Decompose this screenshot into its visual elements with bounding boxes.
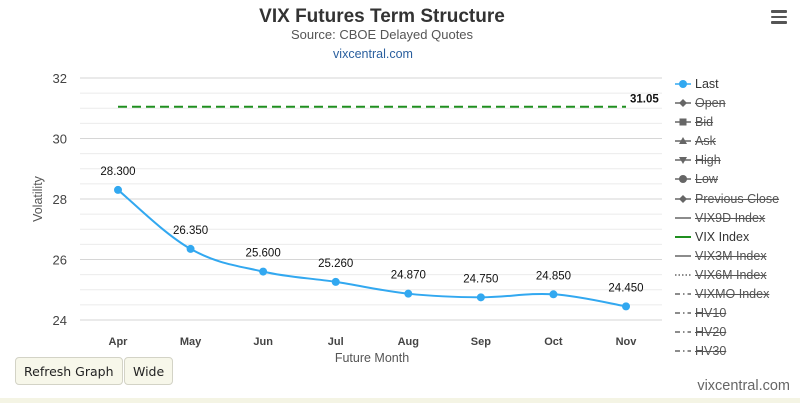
legend-item[interactable]: HV10 (673, 305, 800, 324)
legend-label: Bid (695, 115, 714, 130)
data-label: 28.300 (100, 166, 135, 178)
legend-item[interactable]: Open (673, 95, 800, 114)
legend-item[interactable]: VIX9D Index (673, 210, 800, 229)
data-label: 26.350 (173, 225, 208, 237)
x-tick-label: May (180, 336, 202, 348)
legend-label: Low (695, 172, 718, 187)
last-series-point (186, 244, 195, 253)
legend-label: VIX3M Index (695, 248, 767, 263)
legend-label: HV30 (695, 344, 727, 359)
data-label: 24.450 (608, 282, 643, 294)
legend-item[interactable]: VIX6M Index (673, 267, 800, 286)
chart-subtitle: Source: CBOE Delayed Quotes (290, 27, 474, 42)
y-tick-label: 24 (53, 313, 67, 328)
vix-index-label: 31.05 (630, 94, 659, 106)
last-series-point (404, 289, 413, 298)
bottom-bar (0, 398, 800, 403)
legend-symbol-icon (675, 194, 691, 203)
y-tick-label: 28 (53, 192, 67, 207)
site-link[interactable]: vixcentral.com (333, 47, 413, 61)
last-series-point (549, 290, 558, 299)
legend-item[interactable]: Low (673, 171, 800, 190)
data-label: 24.850 (536, 270, 571, 282)
x-tick-label: Nov (616, 336, 638, 348)
legend-symbol-icon (675, 216, 691, 219)
y-tick-label: 32 (53, 71, 67, 86)
legend-symbol-icon (675, 350, 691, 353)
y-tick-label: 30 (53, 132, 67, 147)
legend-symbol-icon (675, 331, 691, 333)
legend-label: Ask (695, 134, 716, 149)
x-tick-label: Oct (544, 336, 563, 348)
legend-item[interactable]: VIX3M Index (673, 248, 800, 267)
refresh-graph-button[interactable]: Refresh Graph (15, 357, 123, 385)
legend-symbol-icon (675, 312, 691, 314)
chart-title: VIX Futures Term Structure (259, 6, 505, 27)
legend-item[interactable]: HV20 (673, 324, 800, 343)
legend-symbol-icon (675, 99, 691, 108)
legend-symbol-icon (675, 175, 691, 184)
legend-label: VIX6M Index (695, 267, 767, 282)
legend-item[interactable]: Previous Close (673, 191, 800, 210)
last-series-point (331, 277, 340, 286)
chart-legend: Last Open Bid Ask High Low Previous Close VIX9D… (673, 76, 800, 362)
legend-item[interactable]: VIX Index (673, 229, 800, 248)
data-label: 24.870 (391, 270, 426, 282)
legend-item[interactable]: HV30 (673, 343, 800, 362)
legend-item[interactable]: Last (673, 76, 800, 95)
legend-symbol-icon (675, 293, 691, 295)
legend-label: Open (695, 96, 726, 111)
legend-item[interactable]: High (673, 152, 800, 171)
data-label: 25.260 (318, 258, 353, 270)
legend-label: Last (695, 77, 719, 91)
legend-label: HV20 (695, 325, 727, 340)
data-label: 24.750 (463, 273, 498, 285)
legend-label: VIX Index (695, 229, 750, 244)
hamburger-menu-icon[interactable] (771, 10, 787, 24)
legend-symbol-icon (675, 274, 691, 276)
legend-symbol-icon (675, 137, 691, 145)
footer-brand: vixcentral.com (697, 378, 790, 394)
legend-symbol-icon (675, 80, 691, 88)
legend-symbol-icon (675, 235, 691, 238)
y-axis-label: Volatility (31, 175, 45, 222)
y-tick-label: 26 (53, 253, 67, 268)
x-tick-label: Apr (109, 336, 129, 348)
legend-symbol-icon (675, 255, 691, 257)
legend-symbol-icon (675, 118, 691, 126)
legend-label: HV10 (695, 306, 727, 321)
legend-item[interactable]: Bid (673, 114, 800, 133)
legend-label: Previous Close (695, 191, 780, 206)
x-tick-label: Jul (328, 336, 344, 348)
last-series-point (114, 185, 122, 194)
legend-label: VIX9D Index (695, 210, 766, 225)
x-tick-label: Jun (253, 336, 273, 348)
legend-item[interactable]: VIXMO Index (673, 286, 800, 305)
last-series-point (622, 302, 630, 311)
x-axis-label: Future Month (335, 351, 409, 365)
last-series-point (476, 293, 485, 302)
legend-label: High (695, 153, 721, 168)
data-label: 25.600 (246, 248, 281, 260)
last-series-point (259, 267, 268, 276)
wide-button[interactable]: Wide (124, 357, 174, 385)
legend-symbol-icon (675, 157, 691, 165)
x-tick-label: Sep (471, 336, 491, 348)
legend-label: VIXMO Index (695, 287, 770, 302)
legend-item[interactable]: Ask (673, 133, 800, 152)
x-tick-label: Aug (398, 336, 419, 348)
